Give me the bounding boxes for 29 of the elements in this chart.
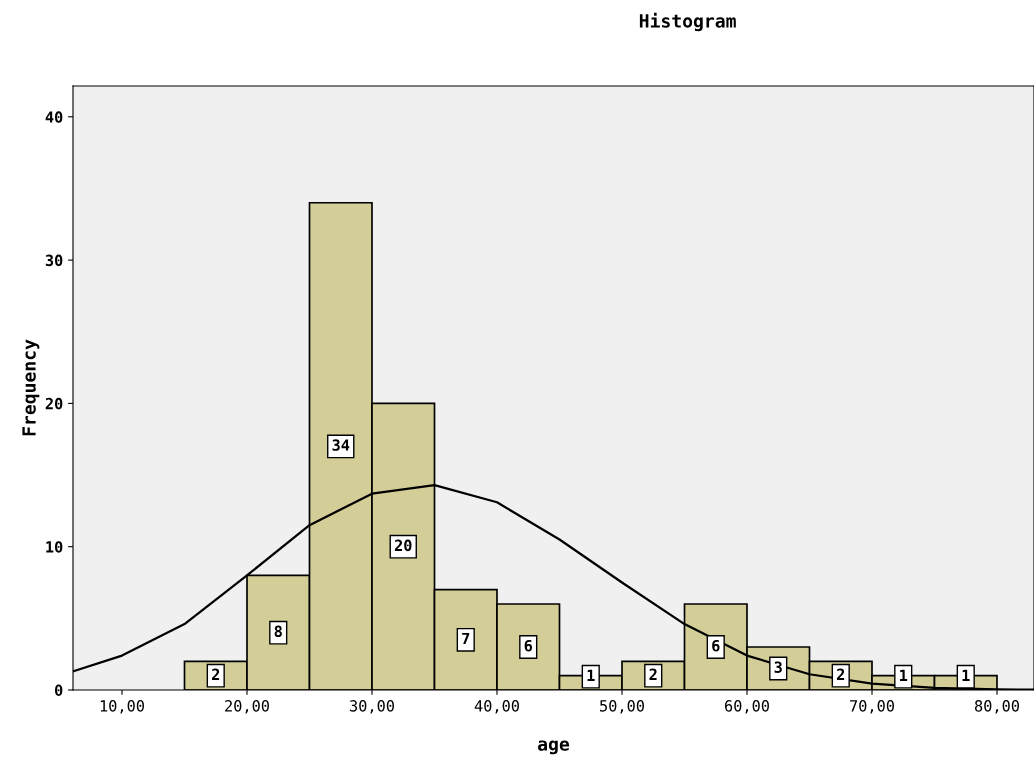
data-label: 1 [900, 669, 908, 681]
x-tick-label: 80,00 [974, 700, 1019, 714]
x-tick-label: 10,00 [100, 700, 144, 714]
y-axis-title: Frequency [22, 339, 40, 436]
x-axis-title: age [538, 740, 570, 755]
chart-title: Histogram [639, 12, 736, 32]
y-tick-label: 40 [45, 111, 63, 123]
x-tick-label: 60,00 [725, 700, 769, 714]
y-tick-label: 30 [45, 254, 63, 267]
data-label: 2 [837, 668, 845, 680]
data-label: 6 [524, 639, 533, 652]
data-label: 7 [462, 632, 470, 645]
y-tick-label: 20 [45, 397, 63, 410]
data-label: 20 [394, 539, 412, 552]
y-tick-label: 0 [55, 684, 63, 697]
data-label: 1 [587, 669, 595, 681]
data-label: 6 [712, 639, 720, 652]
x-tick-label: 30,00 [350, 700, 394, 714]
data-label: 2 [649, 668, 657, 680]
y-tick-label: 10 [46, 541, 63, 553]
data-label: 8 [274, 625, 282, 638]
data-label: 3 [774, 661, 782, 673]
x-tick-label: 70,00 [850, 700, 894, 714]
x-tick-label: 20,00 [225, 700, 269, 714]
data-label: 2 [212, 668, 220, 680]
x-tick-label: 40,00 [474, 700, 519, 714]
x-tick-label: 50,00 [600, 700, 644, 714]
data-label: 34 [332, 439, 350, 451]
data-label: 1 [962, 669, 970, 681]
